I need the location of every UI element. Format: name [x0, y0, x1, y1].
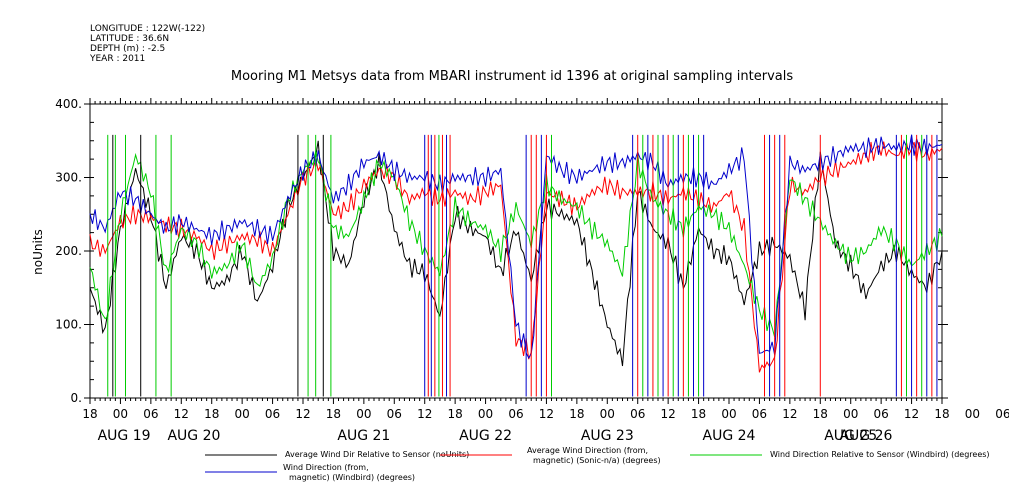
x-tick-label: 06	[874, 407, 889, 421]
legend-label: Wind Direction Relative to Sensor (Windb…	[770, 450, 990, 459]
x-tick-label: 18	[934, 407, 949, 421]
x-tick-label: 00	[843, 407, 858, 421]
meta-longitude: LONGITUDE : 122W(-122)	[90, 24, 205, 34]
x-tick-label: 18	[813, 407, 828, 421]
x-tick-label: 00	[113, 407, 128, 421]
x-tick-label: 18	[448, 407, 463, 421]
x-tick-label: 12	[782, 407, 797, 421]
x-tick-label: 12	[417, 407, 432, 421]
y-tick-label: 300.	[55, 171, 82, 185]
chart-title: Mooring M1 Metsys data from MBARI instru…	[231, 69, 793, 84]
series-line-3	[89, 150, 943, 338]
date-label: AUG 25	[824, 428, 877, 444]
x-tick-label: 00	[356, 407, 371, 421]
series-line-1	[89, 140, 943, 367]
x-tick-label: 12	[539, 407, 554, 421]
date-label: AUG 24	[703, 428, 756, 444]
legend-label: Average Wind Direction (from,	[527, 446, 648, 455]
x-axis-ticks: 18 00 06 12 18 00 06 12 18 00 06 12 18 00 06 12 18 00 06 12…	[82, 98, 1009, 444]
date-label: AUG 20	[167, 428, 220, 444]
x-tick-label: 06	[752, 407, 767, 421]
x-tick-label: 12	[174, 407, 189, 421]
legend-label-line2: magnetic) (Sonic-n/a) (degrees)	[533, 456, 661, 465]
date-label: AUG 21	[337, 428, 390, 444]
x-tick-label: 06	[387, 407, 402, 421]
x-tick-label: 18	[326, 407, 341, 421]
x-tick-label: 00	[235, 407, 250, 421]
x-tick-label: 06	[995, 407, 1009, 421]
x-tick-label: 18	[569, 407, 584, 421]
y-tick-label: 200.	[55, 244, 82, 258]
x-tick-label: 18	[82, 407, 97, 421]
series-line-2	[89, 141, 943, 373]
legend-label: Wind Direction (from,	[283, 463, 369, 472]
x-tick-label: 06	[143, 407, 158, 421]
date-label: AUG 23	[581, 428, 634, 444]
y-axis-ticks: 0. 100. 200. 300. 400.	[55, 97, 948, 405]
x-tick-label: 18	[204, 407, 219, 421]
x-tick-label: 18	[691, 407, 706, 421]
legend-label-line2: magnetic) (Windbird) (degrees)	[289, 473, 415, 482]
y-axis-label: noUnits	[31, 229, 45, 275]
date-label: AUG 26	[839, 428, 892, 444]
x-tick-label: 06	[508, 407, 523, 421]
y-tick-label: 400.	[55, 97, 82, 111]
date-label: AUG 19	[98, 428, 151, 444]
plot-frame	[89, 103, 943, 399]
series-line-4	[89, 134, 943, 359]
legend: Average Wind Dir Relative to Sensor (noU…	[205, 446, 990, 482]
x-tick-label: 06	[630, 407, 645, 421]
meta-latitude: LATITUDE : 36.6N	[90, 34, 169, 44]
metadata-block: LONGITUDE : 122W(-122) LATITUDE : 36.6N …	[89, 24, 205, 64]
meta-depth: DEPTH (m) : -2.5	[90, 44, 165, 54]
x-tick-label: 06	[265, 407, 280, 421]
meta-year: YEAR : 2011	[89, 54, 145, 64]
x-tick-label: 12	[904, 407, 919, 421]
x-tick-label: 00	[600, 407, 615, 421]
x-tick-label: 00	[478, 407, 493, 421]
x-tick-label: 12	[295, 407, 310, 421]
series-layer	[89, 134, 943, 397]
y-tick-label: 100.	[55, 318, 82, 332]
x-tick-label: 00	[965, 407, 980, 421]
legend-label: Average Wind Dir Relative to Sensor (noU…	[285, 450, 469, 459]
x-tick-label: 00	[721, 407, 736, 421]
y-tick-label: 0.	[71, 391, 82, 405]
x-tick-label: 12	[661, 407, 676, 421]
date-label: AUG 22	[459, 428, 512, 444]
